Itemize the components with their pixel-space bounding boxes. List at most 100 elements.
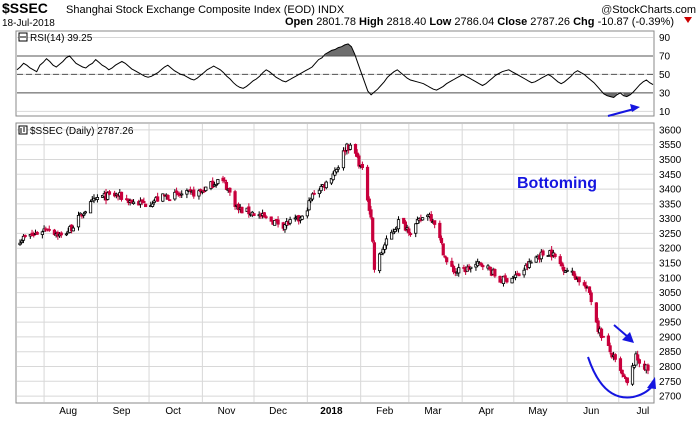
index-tag: INDX [317,4,345,16]
candle-body [393,229,397,233]
price-y-tick-label: 2800 [659,362,682,373]
candle-body [510,277,514,284]
candle-body [300,215,304,220]
rsi-y-tick-label: 50 [659,70,671,81]
price-y-tick-label: 3500 [659,155,682,166]
candle-body [107,191,112,195]
price-x-tick-label: May [528,406,547,417]
candle-body [618,358,623,371]
candle-body [553,253,557,257]
bottoming-curve-arrow-head [647,377,656,389]
candle-body [71,227,75,232]
price-y-tick-label: 3050 [659,288,682,299]
candle-body [214,183,218,186]
candle-body [192,189,196,197]
price-y-tick-label: 2750 [659,377,682,388]
price-legend-swatch [18,125,28,135]
candle-body [152,200,156,203]
price-y-tick-labels: 2700 2750 2800 2850 2900 2950 3000 3050 3100 3150… [659,125,682,402]
candle-body [371,217,375,242]
down-triangle-icon [684,17,692,23]
candle-body [312,192,316,195]
candle-body [469,266,473,269]
candle-body [236,203,241,211]
ticker-symbol: $SSEC [2,0,48,16]
candle-body [637,359,641,364]
candle-body [353,143,358,154]
candle-body [493,269,497,277]
price-y-tick-label: 3300 [659,214,682,225]
candle-body [76,214,81,228]
candle-body [479,262,483,266]
candle-body [541,250,545,256]
close-value: 2787.26 [530,16,571,28]
candle-body [377,253,382,272]
candle-body [445,257,449,263]
candle-body [32,234,36,236]
candle-body [636,354,640,361]
candle-body [180,193,184,196]
candle-body [407,228,411,234]
candle-body [199,189,203,192]
candle-body [365,166,370,201]
candle-body [408,233,413,235]
candle-body [309,198,313,202]
price-x-tick-label: 2018 [320,406,343,417]
candle-body [142,200,146,204]
candle-body [390,231,394,240]
candle-body [606,335,611,346]
rsi-extreme-area [325,43,355,56]
candle-body [372,242,377,270]
candle-body [211,180,215,188]
candle-body [517,273,521,277]
rsi-y-tick-label: 70 [659,51,671,62]
candle-body [391,231,395,235]
candle-body [620,369,624,375]
candle-body [18,242,22,246]
candle-body [415,219,420,224]
candle-body [150,203,155,207]
candle-body [23,234,27,238]
high-value: 2818.40 [386,16,427,28]
candle-body [82,213,86,216]
candle-body [481,265,485,268]
index-full-name: Shanghai Stock Exchange Composite Index … [66,4,315,16]
candle-body [565,269,569,272]
price-y-tick-label: 2950 [659,318,682,329]
price-x-tick-label: Dec [269,406,287,417]
candle-body [587,286,592,293]
candle-body [247,206,251,215]
candle-body [64,233,69,236]
price-grid [17,124,653,402]
price-x-tick-label: Jun [583,406,599,417]
stockcharts-credit[interactable]: @StockCharts.com [601,4,696,17]
candle-body [384,238,389,246]
candle-body [156,196,160,202]
candle-body [130,199,134,204]
candle-body [161,193,165,202]
candle-body [441,243,445,256]
candle-body [357,155,361,167]
candle-body [143,203,148,208]
rsi-y-tick-labels: 10 30 50 70 90 [659,33,671,118]
open-value: 2801.78 [316,16,356,28]
candle-body [589,292,593,303]
price-y-tick-label: 3550 [659,140,682,151]
candle-body [572,271,576,277]
chg-label: Chg [573,16,595,28]
rsi-y-tick-label: 10 [659,107,671,118]
candle-body [522,269,526,276]
low-value: 2786.04 [454,16,495,28]
candle-body [527,261,531,268]
candle-body [632,365,636,368]
rsi-panel: 10 30 50 70 90 RSI(14) 39.25 [15,30,671,118]
price-y-tick-label: 3150 [659,259,682,270]
candle-body [505,278,509,283]
price-x-tick-label: Feb [376,406,394,417]
candle-body [596,320,600,332]
price-x-tick-label: Mar [424,406,442,417]
candle-body [341,150,346,169]
down-arrow-head [622,332,634,343]
candle-body [221,177,225,182]
candle-body [414,223,418,234]
